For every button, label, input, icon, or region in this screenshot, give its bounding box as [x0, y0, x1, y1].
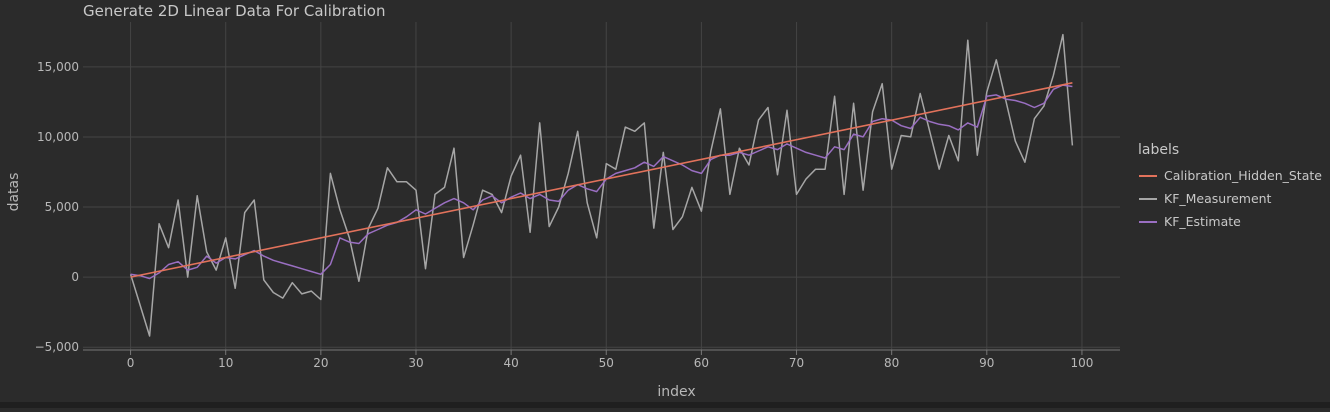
x-tick-label: 70 [789, 356, 804, 370]
x-tick-label: 30 [408, 356, 423, 370]
x-axis-label: index [657, 384, 695, 400]
bottom-strip [0, 402, 1330, 408]
chart-title: Generate 2D Linear Data For Calibration [83, 2, 385, 20]
x-tick-label: 50 [599, 356, 614, 370]
y-tick-label: −5,000 [35, 340, 79, 354]
legend-label: Calibration_Hidden_State [1164, 168, 1322, 183]
legend-label: KF_Estimate [1164, 214, 1241, 229]
legend-label: KF_Measurement [1164, 191, 1272, 206]
x-tick-label: 80 [884, 356, 899, 370]
x-tick-label: 90 [979, 356, 994, 370]
grid-layer [83, 22, 1120, 350]
x-tick-label: 40 [503, 356, 518, 370]
x-tick-label: 100 [1070, 356, 1093, 370]
y-tick-label: 10,000 [37, 130, 79, 144]
x-tick-label: 10 [218, 356, 233, 370]
x-tick-label: 0 [127, 356, 135, 370]
y-axis-label: datas [6, 173, 22, 212]
x-tick-label: 20 [313, 356, 328, 370]
series-layer [129, 33, 1074, 337]
axis-layer: 0 10 20 30 40 50 60 70 80 90 100 −5,000 0 5,000 10,000… [35, 60, 1120, 370]
y-tick-label: 5,000 [45, 200, 79, 214]
x-tick-label: 60 [694, 356, 709, 370]
series-line-calibration-hidden-state [130, 82, 1073, 278]
legend: labels Calibration_Hidden_State KF_Measur… [1138, 142, 1322, 229]
series-line-kf-estimate [130, 84, 1073, 280]
y-tick-label: 0 [71, 270, 79, 284]
y-tick-label: 15,000 [37, 60, 79, 74]
legend-title: labels [1138, 142, 1179, 158]
